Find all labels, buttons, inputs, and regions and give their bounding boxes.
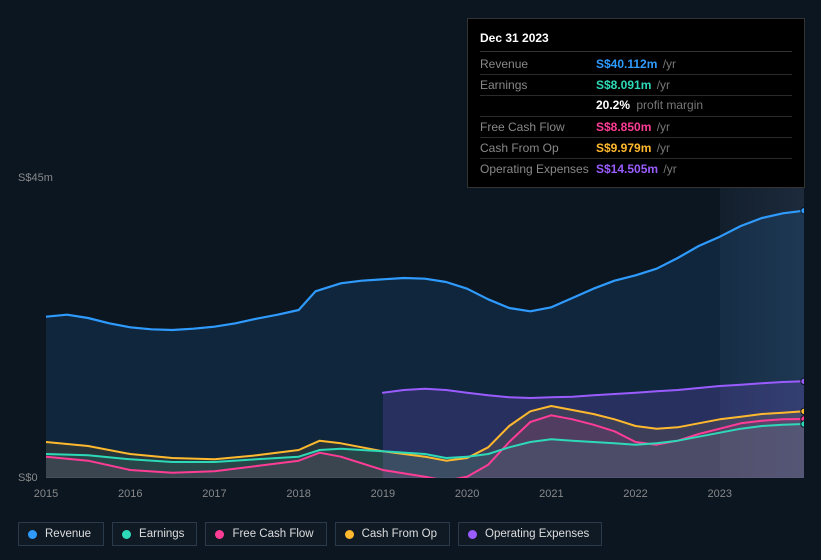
- legend-swatch-icon: [468, 530, 477, 539]
- tooltip-sub-earnings: 20.2% profit margin: [480, 96, 792, 117]
- end-marker-cfo: [801, 408, 804, 414]
- x-tick-label: 2023: [708, 488, 732, 500]
- tooltip-date: Dec 31 2023: [480, 27, 792, 52]
- tooltip-row-earnings: EarningsS$8.091m /yr: [480, 75, 792, 96]
- tooltip-rows: RevenueS$40.112m /yrEarningsS$8.091m /yr…: [480, 54, 792, 179]
- legend: Revenue Earnings Free Cash Flow Cash From O…: [18, 522, 602, 546]
- tooltip-value: S$9.979m /yr: [596, 141, 670, 155]
- tooltip-row-fcf: Free Cash FlowS$8.850m /yr: [480, 117, 792, 138]
- x-tick-label: 2022: [623, 488, 647, 500]
- data-tooltip: Dec 31 2023 RevenueS$40.112m /yrEarnings…: [467, 18, 805, 188]
- legend-item-earnings[interactable]: Earnings: [112, 522, 197, 546]
- legend-swatch-icon: [28, 530, 37, 539]
- legend-swatch-icon: [122, 530, 131, 539]
- tooltip-row-revenue: RevenueS$40.112m /yr: [480, 54, 792, 75]
- legend-item-revenue[interactable]: Revenue: [18, 522, 104, 546]
- tooltip-row-opex: Operating ExpensesS$14.505m /yr: [480, 159, 792, 179]
- tooltip-value: S$14.505m /yr: [596, 162, 677, 176]
- legend-label: Revenue: [45, 528, 91, 540]
- x-tick-label: 2021: [539, 488, 563, 500]
- legend-label: Earnings: [139, 528, 184, 540]
- tooltip-label: Free Cash Flow: [480, 120, 596, 134]
- tooltip-label: Operating Expenses: [480, 162, 596, 176]
- end-marker-revenue: [801, 207, 804, 213]
- x-tick-label: 2015: [34, 488, 58, 500]
- legend-label: Cash From Op: [362, 528, 437, 540]
- x-tick-label: 2016: [118, 488, 142, 500]
- tooltip-value: S$40.112m /yr: [596, 57, 676, 71]
- plot-region[interactable]: [46, 178, 804, 478]
- tooltip-label: Earnings: [480, 78, 596, 92]
- tooltip-label: Cash From Op: [480, 141, 596, 155]
- legend-label: Free Cash Flow: [232, 528, 313, 540]
- tooltip-value: S$8.850m /yr: [596, 120, 670, 134]
- tooltip-label: Revenue: [480, 57, 596, 71]
- x-tick-label: 2020: [455, 488, 479, 500]
- legend-swatch-icon: [215, 530, 224, 539]
- legend-item-fcf[interactable]: Free Cash Flow: [205, 522, 326, 546]
- legend-label: Operating Expenses: [485, 528, 589, 540]
- x-tick-label: 2017: [202, 488, 226, 500]
- tooltip-value: S$8.091m /yr: [596, 78, 670, 92]
- legend-item-cfo[interactable]: Cash From Op: [335, 522, 450, 546]
- chart-area: S$45mS$0 2015201620172018201920202021202…: [0, 158, 821, 560]
- chart-svg: [46, 178, 804, 478]
- legend-swatch-icon: [345, 530, 354, 539]
- y-tick-label: S$0: [18, 472, 38, 484]
- x-tick-label: 2018: [286, 488, 310, 500]
- x-axis-labels: 201520162017201820192020202120222023: [46, 484, 804, 504]
- legend-item-opex[interactable]: Operating Expenses: [458, 522, 602, 546]
- end-marker-opex: [801, 378, 804, 384]
- end-marker-earnings: [801, 421, 804, 427]
- tooltip-row-cfo: Cash From OpS$9.979m /yr: [480, 138, 792, 159]
- x-tick-label: 2019: [371, 488, 395, 500]
